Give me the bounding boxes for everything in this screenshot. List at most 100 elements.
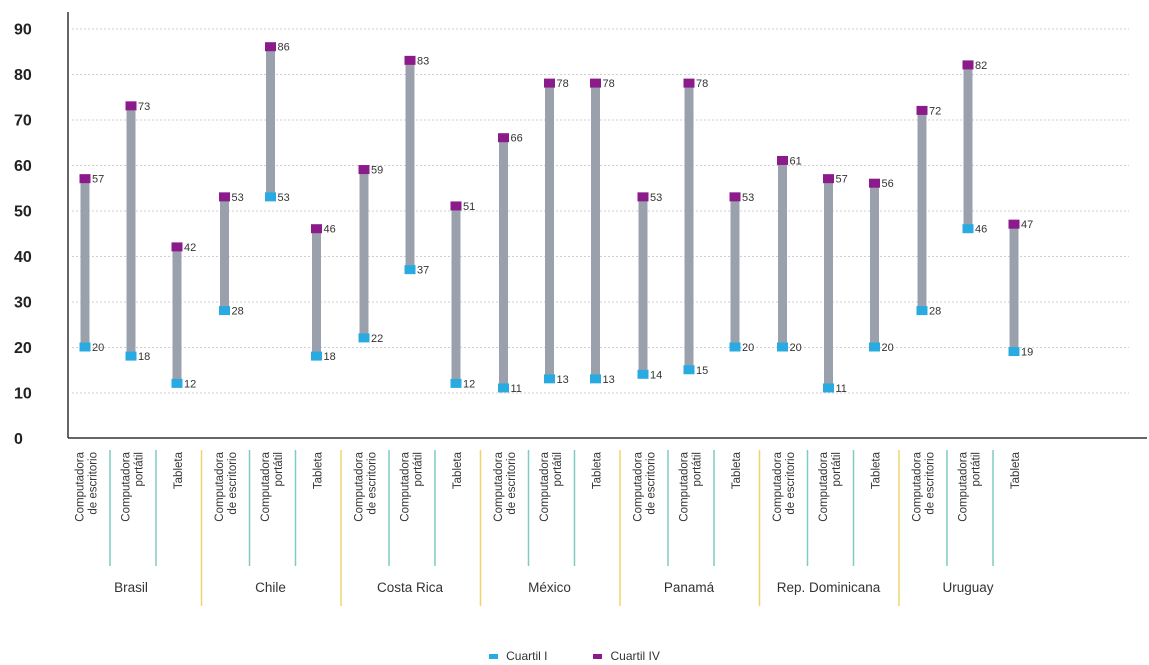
cuartil-4-marker [590,78,601,88]
device-label: Computadora [260,451,272,521]
cuartil-4-value-label: 42 [184,242,196,254]
cuartil-4-marker [358,165,370,175]
range-bar-panama-1 [638,196,648,375]
cuartil-1-marker [79,342,91,352]
cuartil-1-marker [590,374,601,384]
cuartil-4-value-label: 78 [696,78,708,90]
cuartil-1-value-label: 28 [232,306,244,318]
device-label: Computadora [354,451,366,521]
legend: Cuartil I Cuartil IV [0,648,1149,664]
cuartil-4-value-label: 53 [650,192,662,204]
cuartil-4-value-label: 57 [92,174,104,186]
device-label: Tableta [452,451,464,489]
y-tick-label: 10 [14,386,32,403]
cuartil-4-value-label: 82 [975,60,987,72]
cuartil-4-value-label: 73 [138,101,150,113]
cuartil-1-value-label: 18 [324,351,336,363]
range-bar-panama-2 [684,83,694,370]
cuartil-4-marker [962,60,974,70]
device-label: de escritorio [785,452,797,515]
range-bar-chile-1 [220,196,229,311]
device-label: portátil [413,452,425,487]
category-labels: Computadora de escritorio Computadora portá… [75,450,1022,606]
cuartil-1-marker [171,378,183,388]
y-tick-label: 20 [14,340,32,357]
cuartil-4-marker [544,78,555,88]
cuartil-1-value-label: 12 [184,378,196,390]
cuartil-1-value-label: 53 [278,192,290,204]
y-tick-label: 50 [14,204,32,221]
cuartil-4-marker [79,174,91,184]
range-bar-mexico-2 [545,83,554,379]
cuartil-4-value-label: 53 [742,192,754,204]
range-bar-brasil-1 [80,178,90,347]
country-label-costa-rica: Costa Rica [377,580,444,595]
cuartil-1-marker [916,306,928,316]
cuartil-1-marker [823,383,834,393]
device-label: portátil [692,452,704,487]
legend-item-cuartil-1: Cuartil I [489,648,547,664]
cuartil-1-marker [498,383,509,393]
country-label-mexico: México [528,580,571,595]
cuartil-1-marker [265,192,276,202]
range-bar-panama-3 [730,196,740,347]
cuartil-4-marker [869,178,880,188]
cuartil-1-marker [125,351,137,361]
device-label: Computadora [121,451,133,521]
cuartil-4-marker [265,42,276,52]
device-label: Computadora [400,451,412,521]
cuartil-4-value-label: 78 [557,78,569,90]
device-label: de escritorio [646,452,658,515]
cuartil-1-marker [311,351,322,361]
range-bar-uruguay-1 [917,110,927,311]
device-label: portátil [971,452,983,487]
cuartil-4-marker [171,242,183,252]
cuartil-1-marker [962,224,974,234]
y-tick-label: 90 [14,22,32,39]
cuartil-1-marker [544,374,555,384]
cuartil-1-value-label: 19 [1021,347,1033,359]
range-bars [79,42,1020,393]
range-bar-rep-dominicana-2 [824,178,833,388]
device-label: Computadora [493,451,505,521]
device-label: Tableta [173,451,185,489]
cuartil-4-marker [498,133,509,143]
y-tick-label: 60 [14,158,32,175]
range-bar-chile-2 [266,46,275,197]
cuartil-4-value-label: 47 [1021,219,1033,231]
y-tick-label: 70 [14,113,32,130]
cuartil-4-marker [823,174,834,184]
cuartil-1-marker [450,378,462,388]
country-label-brasil: Brasil [114,580,148,595]
range-bar-mexico-1 [499,137,508,388]
device-label: Tableta [313,451,325,489]
cuartil-4-value-label: 78 [603,78,615,90]
cuartil-1-value-label: 11 [511,383,522,395]
cuartil-1-value-label: 22 [371,333,383,345]
device-label: Computadora [958,451,970,521]
device-label: de escritorio [227,452,239,515]
cuartil-1-marker [219,306,230,316]
cuartil-4-value-label: 59 [371,165,383,177]
cuartil-4-value-label: 72 [929,105,941,117]
data-labels: 57 20 73 18 42 12 53 28 86 53 46 18 59 22 83 37 51 12 66 11… [92,42,1033,395]
cuartil-4-value-label: 86 [278,42,290,54]
legend-label-cuartil-4: Cuartil IV [610,649,660,663]
cuartil-4-marker [1008,219,1020,229]
cuartil-4-marker [729,192,741,202]
device-label: Computadora [214,451,226,521]
device-label: portátil [831,452,843,487]
device-label: Computadora [539,451,551,521]
cuartil-1-value-label: 28 [929,306,941,318]
device-label: Computadora [912,451,924,521]
device-label: Tableta [871,451,883,489]
range-bar-mexico-3 [591,83,600,379]
cuartil-1-value-label: 20 [92,342,104,354]
cuartil-4-value-label: 66 [511,133,523,145]
cuartil-1-marker [729,342,741,352]
device-label: de escritorio [88,452,100,515]
cuartil-1-marker [358,333,370,343]
cuartil-4-marker [125,101,137,111]
device-label: de escritorio [506,452,518,515]
cuartil-4-value-label: 51 [463,201,475,213]
